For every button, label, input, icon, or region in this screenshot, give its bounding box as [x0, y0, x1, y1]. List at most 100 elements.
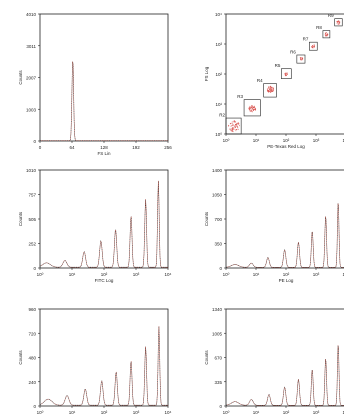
scatter-point — [270, 90, 272, 92]
x-tick-label: 0 — [39, 145, 42, 150]
gate-region — [243, 99, 261, 117]
scatter-point — [325, 35, 327, 37]
y-tick-label: 2007 — [26, 76, 37, 81]
scatter-point — [270, 88, 272, 90]
fitc-histogram-panel: 0 252 505 757 1010 10⁰ 10¹ 10² 10³ 10⁴ FITC Log Cou… — [18, 168, 172, 283]
fs-histogram-panel: 0 1003 2007 3011 4010 0 64 128 192 256 FS Lin Count… — [18, 12, 172, 156]
scatter-point — [230, 127, 232, 129]
scatter-point — [325, 33, 327, 35]
histogram-trace-overlay — [40, 61, 168, 141]
scatter-point — [235, 125, 237, 127]
histogram-trace — [39, 326, 168, 406]
x-tick-label: 10¹ — [253, 410, 260, 415]
scatter-cluster — [324, 32, 329, 37]
gate-label: R2 — [219, 113, 225, 118]
gate-region — [281, 68, 292, 79]
scatter-point — [267, 87, 269, 89]
scatter-point — [232, 123, 234, 125]
scatter-point — [230, 122, 232, 124]
x-tick-label: 10¹ — [69, 272, 76, 277]
scatter-point — [232, 124, 234, 126]
x-tick-label: 128 — [100, 145, 108, 150]
y-tick-label: 1340 — [212, 307, 223, 312]
scatter-point — [231, 125, 233, 127]
scatter-point — [268, 89, 269, 91]
y-tick-label: 240 — [28, 380, 36, 385]
scatter-point — [268, 90, 270, 92]
scatter-point — [251, 105, 253, 106]
scatter-point — [284, 74, 286, 76]
scatter-point — [234, 120, 236, 122]
y-tick-label: 1050 — [212, 193, 223, 198]
gate-label: R3 — [237, 94, 243, 99]
scatter-point — [272, 87, 274, 89]
scatter-point — [249, 107, 250, 109]
x-tick-label: 10³ — [313, 410, 320, 415]
x-tick-label: 10³ — [133, 410, 140, 415]
y-tick-label: 0 — [33, 404, 36, 409]
scatter-point — [269, 87, 271, 89]
scatter-point — [249, 110, 251, 112]
gate-label: R6 — [290, 49, 296, 54]
gate-region — [309, 41, 318, 51]
x-tick-label: 10³ — [313, 138, 320, 143]
scatter-cluster — [336, 20, 341, 25]
scatter-point — [235, 124, 237, 125]
y-tick-label: 252 — [28, 242, 36, 247]
y-axis-label: Counts — [18, 350, 23, 365]
scatter-point — [237, 126, 239, 128]
scatter-point — [312, 46, 313, 48]
scatter-point — [236, 124, 238, 126]
histogram-trace-overlay — [225, 345, 344, 406]
x-tick-label: 10⁴ — [343, 138, 344, 143]
gate-region — [225, 117, 242, 135]
scatter-point — [236, 125, 238, 127]
scatter-point — [338, 21, 340, 23]
gate-label: R4 — [257, 78, 263, 83]
x-tick-label: 10² — [101, 272, 108, 277]
scatter-point — [300, 57, 302, 59]
histogram-trace-overlay — [39, 180, 168, 268]
x-tick-label: 10⁰ — [223, 138, 230, 143]
scatter-point — [285, 74, 287, 76]
scatter-point — [324, 34, 326, 36]
scatter-point — [301, 59, 303, 61]
y-tick-label: 670 — [214, 356, 222, 361]
scatter-point — [271, 90, 273, 92]
gate-region — [334, 18, 343, 27]
scatter-point — [252, 105, 253, 107]
y-axis-label: Counts — [18, 211, 23, 226]
gate-label: R7 — [303, 37, 309, 42]
plot-frame — [39, 13, 169, 142]
scatter-point — [233, 119, 235, 121]
scatter-point — [251, 111, 253, 113]
scatter-point — [336, 22, 338, 24]
scatter-point — [235, 130, 237, 132]
scatter-point — [237, 123, 239, 125]
scatter-point — [235, 128, 237, 130]
scatter-point — [268, 91, 270, 93]
y-tick-label: 0 — [33, 266, 36, 271]
x-tick-label: 10⁴ — [343, 272, 344, 277]
scatter-point — [285, 73, 287, 75]
scatter-point — [314, 46, 315, 48]
scatter-point — [338, 23, 340, 25]
scatter-point — [237, 123, 239, 124]
scatter-point — [229, 129, 231, 131]
y-tick-label: 3011 — [26, 44, 36, 49]
x-tick-label: 10² — [283, 272, 290, 277]
x-tick-label: 10² — [283, 410, 290, 415]
scatter-point — [231, 129, 233, 131]
plot-frame — [39, 308, 169, 407]
scatter-point — [269, 88, 271, 90]
scatter-point — [251, 105, 253, 107]
scatter-point — [250, 107, 252, 109]
pe-texas-red-histogram-panel: 03356701005134010⁰10¹10²10³10⁴PE-Texas R… — [204, 307, 344, 415]
x-tick-label: 10³ — [133, 272, 140, 277]
x-tick-label: 10¹ — [253, 138, 260, 143]
gate-region — [296, 54, 306, 64]
scatter-point — [326, 34, 328, 36]
y-tick-label: 700 — [214, 217, 222, 222]
scatter-point — [235, 121, 237, 123]
